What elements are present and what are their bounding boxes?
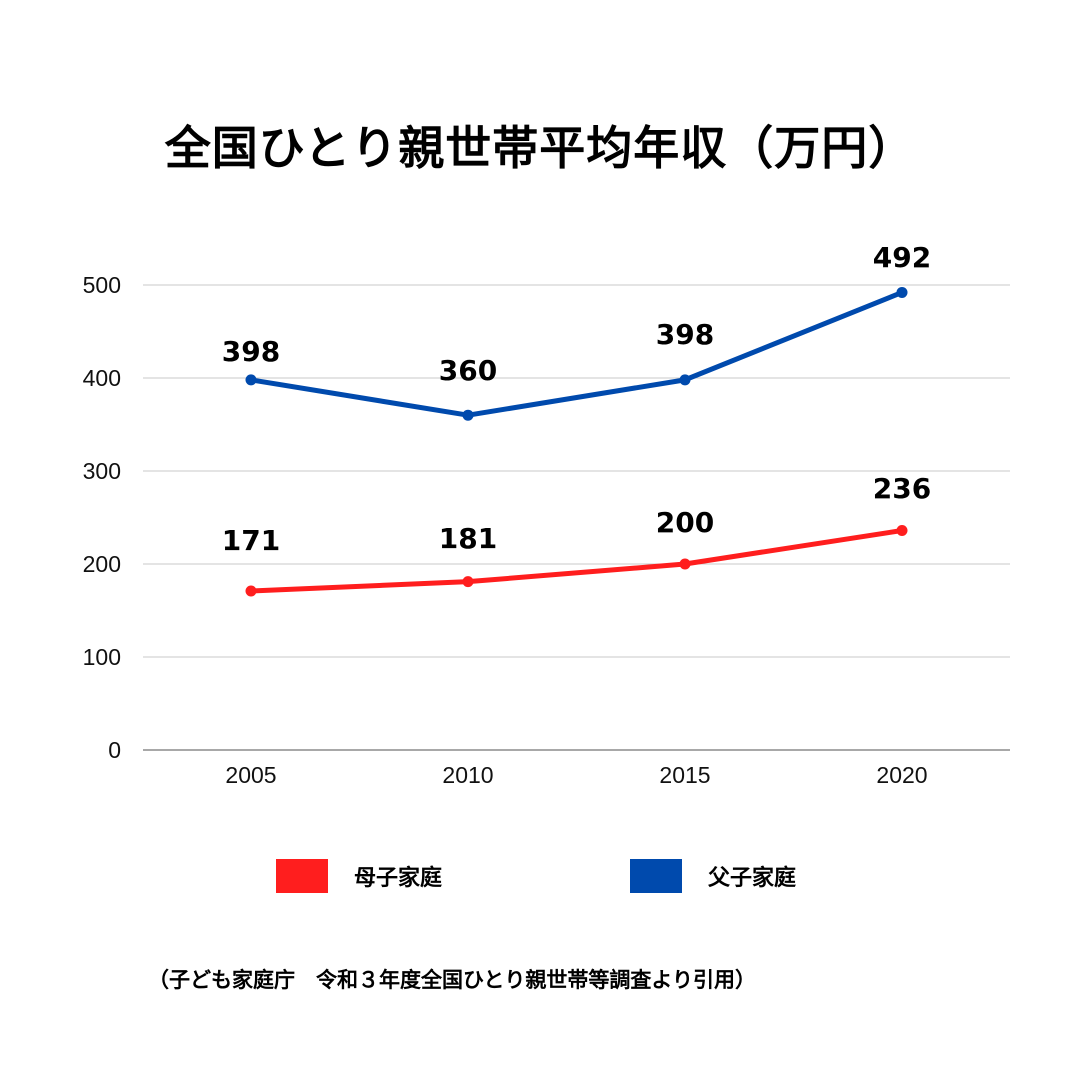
data-label-mother-2010: 181: [439, 522, 497, 555]
data-point-father-2020: [896, 286, 908, 298]
legend-item-mother: 母子家庭: [276, 858, 442, 894]
data-point-mother-2015: [679, 558, 691, 570]
y-axis-tick-labels: 0 100 200 300 400 500: [83, 272, 121, 763]
data-label-mother-2005: 171: [222, 524, 280, 557]
legend-item-father: 父子家庭: [630, 858, 796, 894]
grid-lines: [143, 284, 1010, 751]
x-tick-label-2005: 2005: [225, 762, 276, 788]
data-label-mother-2015: 200: [656, 506, 714, 539]
x-axis-tick-labels: 2005 2010 2015 2020: [225, 762, 927, 788]
x-tick-label-2020: 2020: [876, 762, 927, 788]
chart-title: 全国ひとり親世帯平均年収（万円）: [164, 121, 916, 175]
legend: 母子家庭 父子家庭: [0, 858, 1080, 898]
data-label-father-2010: 360: [439, 354, 497, 387]
data-point-father-2015: [679, 374, 691, 386]
y-tick-label-200: 200: [83, 551, 121, 577]
x-tick-label-2010: 2010: [442, 762, 493, 788]
legend-label-father: 父子家庭: [708, 866, 797, 891]
data-point-father-2010: [462, 409, 474, 421]
data-label-father-2005: 398: [222, 335, 280, 368]
data-point-mother-2020: [896, 525, 908, 537]
data-point-father-2005: [245, 374, 257, 386]
y-tick-label-300: 300: [83, 458, 121, 484]
data-label-father-2015: 398: [656, 318, 714, 351]
source-note: （子ども家庭庁 令和３年度全国ひとり親世帯等調査より引用）: [148, 968, 756, 992]
x-tick-label-2015: 2015: [659, 762, 710, 788]
series-line-mother: [248, 528, 905, 594]
legend-label-mother: 母子家庭: [354, 866, 443, 891]
y-tick-label-0: 0: [108, 737, 121, 763]
data-point-mother-2010: [462, 576, 474, 588]
y-tick-label-100: 100: [83, 644, 121, 670]
y-tick-label-400: 400: [83, 365, 121, 391]
data-labels: 171 181 200 236 398 360 398 492: [222, 241, 931, 557]
legend-swatch-father: [630, 859, 682, 893]
legend-swatch-mother: [276, 859, 328, 893]
data-point-mother-2005: [245, 585, 257, 597]
data-label-mother-2020: 236: [873, 472, 931, 505]
data-label-father-2020: 492: [873, 241, 931, 274]
series-lines: [245, 286, 908, 597]
series-line-father: [248, 289, 905, 418]
y-tick-label-500: 500: [83, 272, 121, 298]
